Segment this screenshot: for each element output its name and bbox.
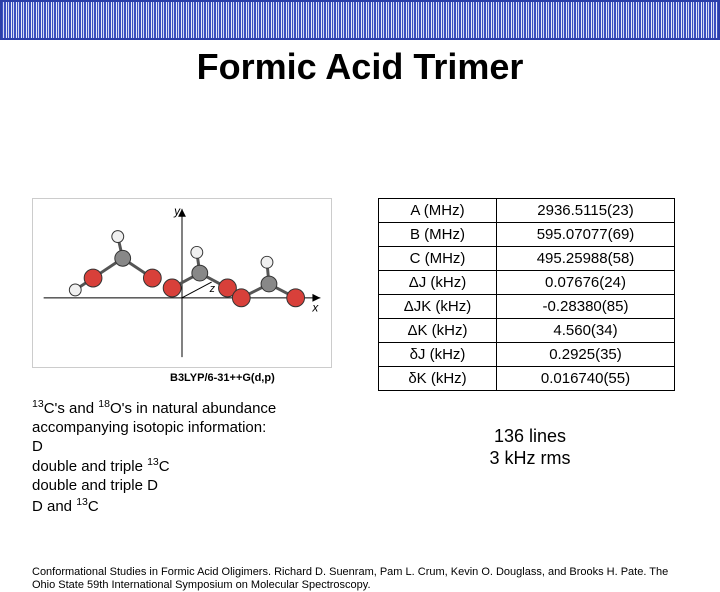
param-label: ΔJK (kHz) — [379, 295, 497, 319]
table-row: ΔK (kHz)4.560(34) — [379, 319, 675, 343]
param-value: 0.2925(35) — [497, 343, 675, 367]
fit-summary: 136 lines 3 kHz rms — [430, 426, 630, 469]
param-label: B (MHz) — [379, 223, 497, 247]
param-value: 0.07676(24) — [497, 271, 675, 295]
fit-lines: 136 lines — [494, 426, 566, 446]
param-value: 595.07077(69) — [497, 223, 675, 247]
param-value: 4.560(34) — [497, 319, 675, 343]
param-value: 2936.5115(23) — [497, 199, 675, 223]
param-label: C (MHz) — [379, 247, 497, 271]
table-row: B (MHz)595.07077(69) — [379, 223, 675, 247]
isotopic-text: 13C's and 18O's in natural abundance acc… — [32, 398, 352, 517]
param-label: δJ (kHz) — [379, 343, 497, 367]
reference-text: Conformational Studies in Formic Acid Ol… — [32, 566, 688, 592]
iso-line6: D and 13C — [32, 498, 99, 515]
table-row: A (MHz)2936.5115(23) — [379, 199, 675, 223]
fit-rms: 3 kHz rms — [490, 448, 571, 468]
svg-text:y: y — [173, 204, 181, 218]
molecule-figure: y x z — [32, 198, 332, 368]
param-value: -0.28380(85) — [497, 295, 675, 319]
iso-line3: D — [32, 438, 43, 455]
iso-line1: 13C's and 18O's in natural abundance — [32, 400, 276, 417]
spectrum-band — [0, 0, 720, 40]
table-row: ΔJ (kHz)0.07676(24) — [379, 271, 675, 295]
table-row: ΔJK (kHz)-0.28380(85) — [379, 295, 675, 319]
param-label: δK (kHz) — [379, 367, 497, 391]
molecule-svg: y x z — [33, 199, 331, 367]
page-title: Formic Acid Trimer — [0, 46, 720, 88]
param-label: A (MHz) — [379, 199, 497, 223]
iso-line5: double and triple D — [32, 477, 158, 494]
param-label: ΔK (kHz) — [379, 319, 497, 343]
iso-line4: double and triple 13C — [32, 458, 170, 475]
svg-text:x: x — [311, 301, 319, 315]
table-row: δK (kHz)0.016740(55) — [379, 367, 675, 391]
parameters-table: A (MHz)2936.5115(23) B (MHz)595.07077(69… — [378, 198, 675, 391]
param-value: 495.25988(58) — [497, 247, 675, 271]
param-value: 0.016740(55) — [497, 367, 675, 391]
iso-line2: accompanying isotopic information: — [32, 419, 266, 436]
table-row: δJ (kHz)0.2925(35) — [379, 343, 675, 367]
table-row: C (MHz)495.25988(58) — [379, 247, 675, 271]
molecule-caption: B3LYP/6-31++G(d,p) — [170, 372, 275, 384]
param-label: ΔJ (kHz) — [379, 271, 497, 295]
svg-text:z: z — [209, 283, 216, 295]
